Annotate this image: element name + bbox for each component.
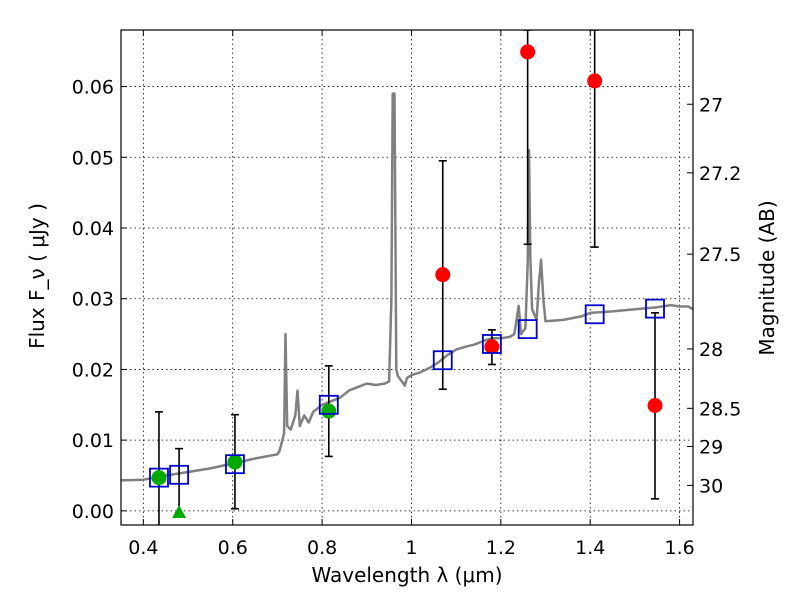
model-photometry-square: [517, 319, 538, 340]
y-tick-label: 0.03: [72, 289, 114, 311]
data-layer: [121, 30, 693, 525]
right-tick-label: 28: [699, 339, 723, 361]
x-tick-label: 1: [405, 537, 417, 559]
model-photometry-square: [645, 298, 665, 319]
model-photometry-square: [225, 454, 245, 475]
plot-frame: [120, 29, 694, 526]
x-tick-label: 0.8: [307, 537, 337, 559]
x-axis-label: Wavelength λ (μm): [311, 563, 502, 587]
y-tick-label: 0.00: [72, 501, 114, 523]
model-photometry-square: [318, 394, 339, 415]
red-data-point: [520, 44, 536, 60]
y-axis-label: Flux F_ν ( μJy ): [25, 203, 49, 349]
red-data-point: [647, 397, 663, 413]
model-photometry-square: [584, 304, 605, 325]
ticks: 0.4 0.6 0.8 1 1.2 1.4 1.6 0.00 0.01 0.02 0.03 0.04 0…: [72, 30, 741, 559]
x-tick-label: 1.6: [664, 537, 694, 559]
green-data-point: [227, 454, 243, 470]
right-axis-label: Magnitude (AB): [755, 200, 779, 355]
green-data-point: [151, 470, 167, 486]
right-tick-label: 29: [699, 437, 723, 459]
x-tick-label: 0.4: [128, 537, 158, 559]
y-tick-label: 0.04: [72, 218, 114, 240]
x-tick-label: 1.4: [575, 537, 605, 559]
y-tick-label: 0.06: [72, 77, 114, 99]
red-data-point: [484, 339, 500, 355]
red-data-point: [435, 267, 451, 283]
x-tick-label: 1.2: [486, 537, 516, 559]
right-tick-label: 28.5: [699, 398, 741, 420]
model-photometry-square: [432, 350, 453, 371]
green-data-point: [321, 403, 337, 419]
right-tick-label: 30: [699, 475, 723, 497]
green-upper-limit-marker: [172, 504, 187, 518]
y-tick-label: 0.05: [72, 147, 114, 169]
y-tick-label: 0.02: [72, 359, 114, 381]
right-tick-label: 27.5: [699, 244, 741, 266]
right-tick-label: 27.2: [699, 163, 741, 185]
red-data-point: [587, 73, 603, 89]
x-tick-label: 0.6: [218, 537, 248, 559]
spectrum-line: [121, 92, 693, 482]
grid: [121, 30, 693, 525]
y-tick-label: 0.01: [72, 430, 114, 452]
model-photometry-square: [169, 464, 189, 485]
model-photometry-square: [482, 334, 502, 354]
plot-background: [121, 30, 693, 525]
model-photometry-square: [149, 467, 169, 488]
right-tick-label: 27: [699, 94, 723, 116]
